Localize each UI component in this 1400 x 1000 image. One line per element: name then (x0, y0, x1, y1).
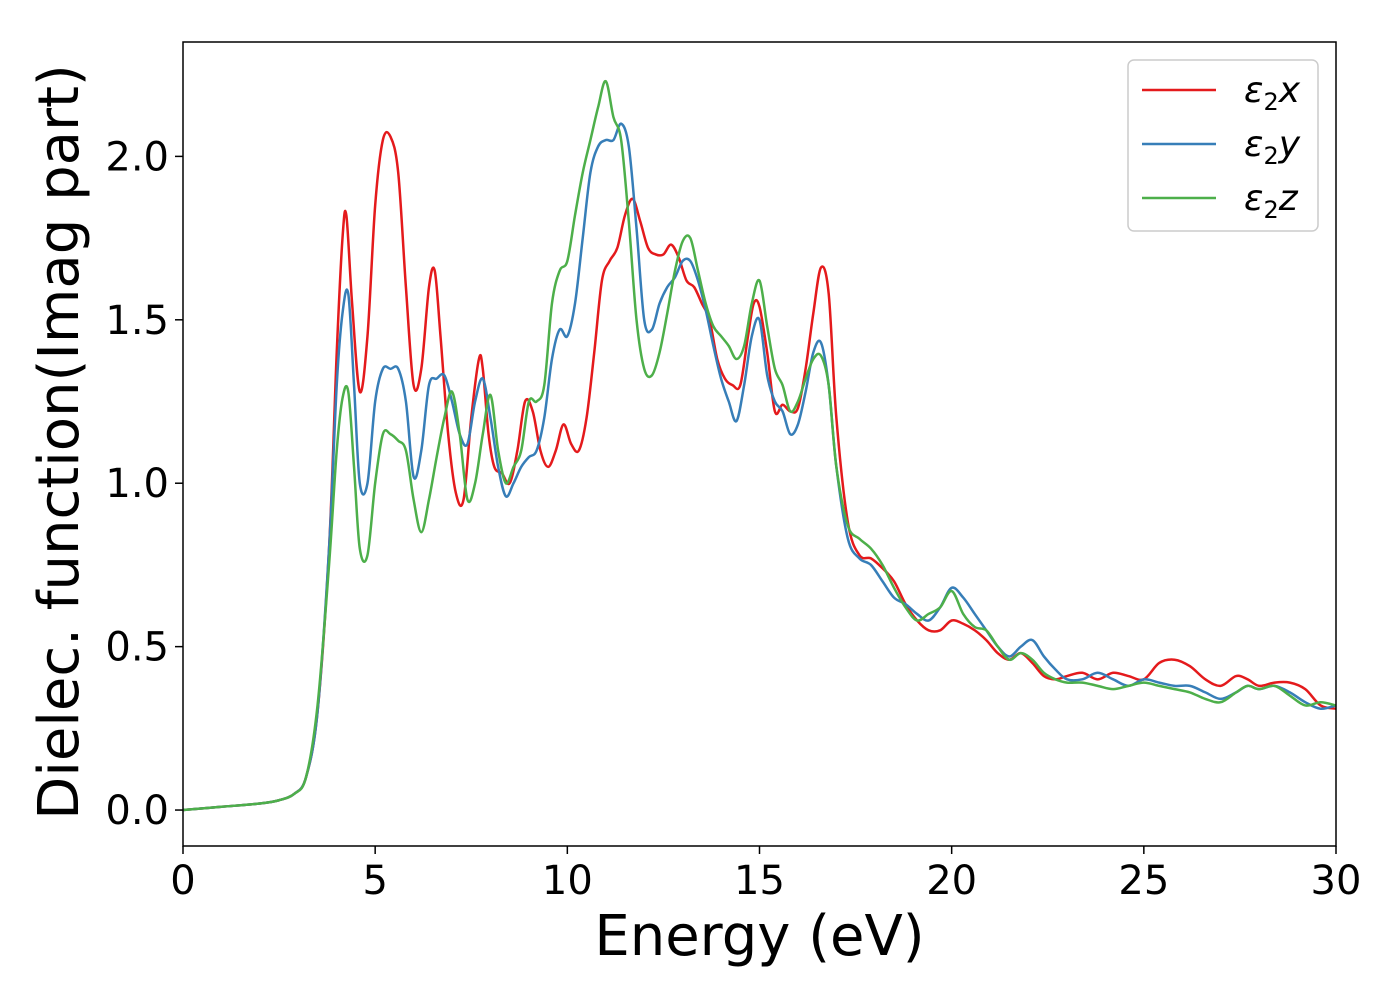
x-tick-label: 30 (1311, 858, 1362, 904)
legend-label-base: ε (1244, 178, 1263, 219)
legend-label: ε2y (1244, 124, 1301, 170)
x-tick-label: 20 (926, 858, 977, 904)
legend-label-subscript: 2 (1263, 142, 1278, 170)
legend-box (1127, 59, 1319, 232)
y-axis: 0.0 0.5 1.0 1.5 2.0 (105, 134, 183, 834)
series-line-x (183, 130, 1336, 812)
series-layer (183, 79, 1336, 812)
legend-label-component: x (1278, 70, 1301, 111)
y-tick-label: 0.5 (105, 625, 169, 671)
legend-label-subscript: 2 (1263, 88, 1278, 116)
legend-label: ε2x (1244, 70, 1301, 116)
legend-label-component: y (1278, 124, 1301, 165)
series-line-z (183, 79, 1336, 812)
legend-label-base: ε (1244, 70, 1263, 111)
y-tick-label: 1.5 (105, 298, 169, 344)
x-tick-label: 0 (170, 858, 195, 904)
y-tick-label: 2.0 (105, 134, 169, 180)
x-tick-label: 10 (542, 858, 593, 904)
y-tick-label: 1.0 (105, 461, 169, 507)
legend-label-subscript: 2 (1263, 196, 1278, 224)
x-tick-label: 15 (734, 858, 785, 904)
legend-label: ε2z (1244, 178, 1299, 224)
x-axis: 0 5 10 15 20 25 30 (170, 846, 1361, 904)
y-axis-title: Dielec. function(Imag part) (27, 64, 92, 820)
legend-label-base: ε (1244, 124, 1263, 165)
x-axis-title: Energy (eV) (594, 904, 924, 969)
y-tick-label: 0.0 (105, 788, 169, 834)
x-tick-label: 5 (362, 858, 387, 904)
x-tick-label: 25 (1118, 858, 1169, 904)
series-line-y (183, 122, 1336, 812)
legend-label-component: z (1278, 178, 1299, 219)
